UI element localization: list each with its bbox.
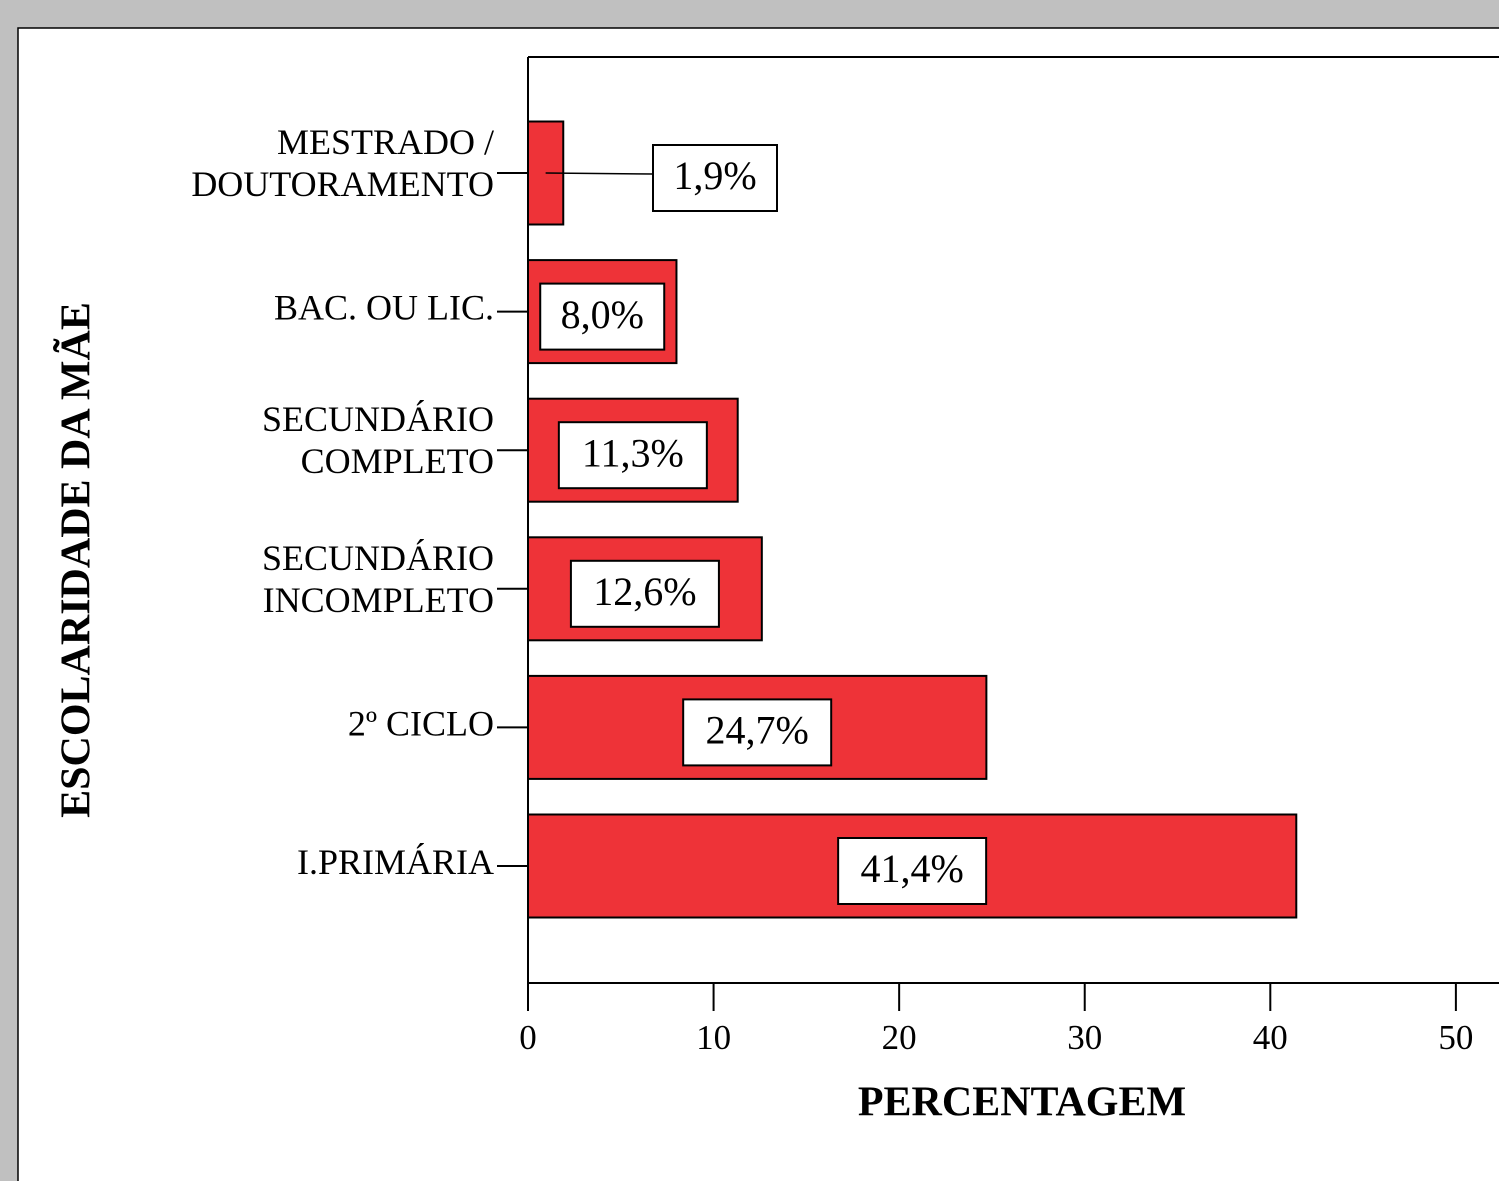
value-label-box [837,837,988,905]
value-label-box [557,421,708,490]
value-label-box [682,698,833,767]
y-tick-label: SECUNDÁRIO COMPLETO [262,399,494,481]
x-tick-label: 30 [1067,1018,1102,1057]
y-tick-label-line: DOUTORAMENTO [191,164,494,204]
leader-line [545,172,654,175]
x-tick-label: 20 [882,1018,917,1057]
y-tick-label-line: COMPLETO [301,441,494,481]
y-tick-label: BAC. OU LIC. [274,288,494,328]
value-label-box [539,282,666,351]
value-label: 12,6% [593,569,696,614]
value-label: 11,3% [582,430,684,475]
y-tick-label-line: I.PRIMÁRIA [297,842,494,882]
x-tick-label: 40 [1253,1018,1288,1057]
y-tick-label: SECUNDÁRIO INCOMPLETO [262,538,494,620]
y-tick-label-line: SECUNDÁRIO [262,399,494,439]
y-tick-label: I.PRIMÁRIA [297,842,494,882]
y-axis-title: ESCOLARIDADE DA MÃE [53,302,100,818]
y-tick-label-line: SECUNDÁRIO [262,538,494,578]
value-label: 41,4% [860,846,963,891]
x-tick-label: 0 [519,1018,537,1057]
value-label-box [652,144,778,212]
x-axis-title: PERCENTAGEM [858,1080,1186,1126]
value-label-box [569,559,720,628]
y-tick-label-line: INCOMPLETO [263,580,494,620]
value-label: 8,0% [561,292,644,337]
x-tick-label: 10 [696,1018,731,1057]
y-tick-label-line: 2º CICLO [348,704,494,744]
x-tick-label: 50 [1438,1018,1473,1057]
value-label: 1,9% [673,153,756,198]
y-tick-label: MESTRADO / DOUTORAMENTO [191,122,494,204]
y-tick-label: 2º CICLO [348,704,494,744]
value-label: 24,7% [706,708,809,753]
y-tick-label-line: MESTRADO / [277,122,494,162]
y-tick-label-line: BAC. OU LIC. [274,288,494,328]
